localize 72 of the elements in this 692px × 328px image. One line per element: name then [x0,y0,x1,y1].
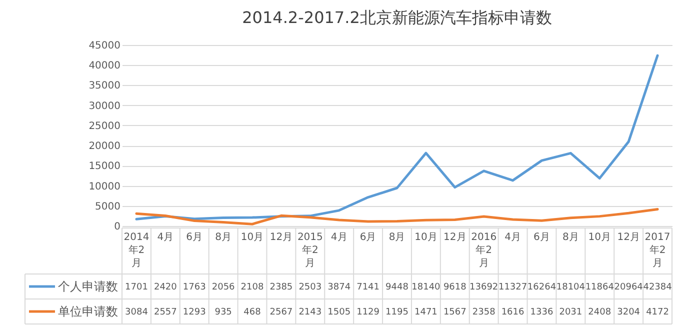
x-tick-label: 10月 [588,232,611,243]
y-tick-label: 40000 [88,60,120,72]
x-tick-label: 12月 [270,232,293,243]
y-tick-label: 25000 [88,120,120,132]
data-label: 3874 [328,282,351,292]
x-tick-label: 10月 [414,232,438,243]
y-tick-label: 5000 [95,201,120,212]
data-label: 1471 [414,308,438,318]
data-label: 2567 [270,308,293,318]
y-tick-label: 20000 [88,141,120,152]
y-tick-label: 10000 [88,181,120,192]
x-tick-label: 2014年2月 [124,232,150,269]
x-tick-label: 6月 [186,232,203,243]
x-tick-label: 2017年2月 [644,232,670,269]
data-label: 9618 [443,282,467,292]
legend-label: 单位申请数 [58,304,118,318]
data-label: 3204 [617,308,640,318]
x-tick-label: 8月 [215,232,232,243]
data-label: 1763 [182,282,206,292]
line-series [135,208,659,226]
data-label: 1129 [356,308,380,318]
x-tick-label: 6月 [534,232,550,243]
data-label: 1567 [443,308,466,318]
data-label: 7141 [356,282,380,292]
y-tick-label: 45000 [88,40,120,52]
data-label: 18140 [412,282,441,292]
x-tick-label: 12月 [617,232,640,243]
data-label: 1505 [328,308,351,318]
line-series [135,54,659,220]
x-tick-label: 2016年2月 [471,232,497,269]
x-tick-label: 8月 [562,232,579,243]
x-tick-label: 4月 [330,232,348,243]
data-label: 1195 [386,308,408,318]
x-tick-label: 8月 [388,232,406,243]
data-label: 13692 [470,282,498,292]
data-label: 468 [244,308,262,318]
data-label: 1701 [125,282,148,292]
data-label: 16264 [527,282,556,292]
y-tick-label: 15000 [88,161,120,172]
data-label: 20964 [614,282,644,292]
x-tick-label: 10月 [240,232,264,243]
data-label: 11327 [498,282,528,292]
data-label: 1616 [501,308,525,318]
data-label: 2031 [559,308,582,318]
legend-label: 个人申请数 [58,280,118,294]
x-tick-label: 2015年2月 [297,232,323,269]
data-label: 42384 [643,282,672,292]
data-label: 935 [214,308,232,318]
data-label: 2056 [212,282,236,292]
x-tick-label: 6月 [360,232,376,243]
y-tick-label: 30000 [88,100,120,112]
data-label: 2503 [298,282,322,292]
y-tick-label: 0 [114,222,120,232]
data-label: 3084 [125,308,148,318]
data-label: 2557 [154,308,177,318]
data-label: 9448 [386,282,409,292]
data-label: 2385 [270,282,293,292]
chart-title: 2014.2-2017.2北京新能源汽车指标申请数 [242,8,552,27]
data-label: 2143 [298,308,322,318]
y-tick-label: 35000 [88,80,120,92]
data-label: 2108 [240,282,264,292]
data-label: 1293 [182,308,206,318]
data-label: 2420 [154,282,178,292]
data-label: 2358 [472,308,496,318]
x-tick-label: 4月 [157,232,174,243]
data-label: 2408 [588,308,612,318]
x-tick-label: 12月 [444,232,466,243]
data-label: 1336 [530,308,554,318]
data-label: 18104 [556,282,586,292]
x-tick-label: 4月 [504,232,521,243]
data-label: 4172 [646,308,669,318]
data-label: 11864 [585,282,614,292]
